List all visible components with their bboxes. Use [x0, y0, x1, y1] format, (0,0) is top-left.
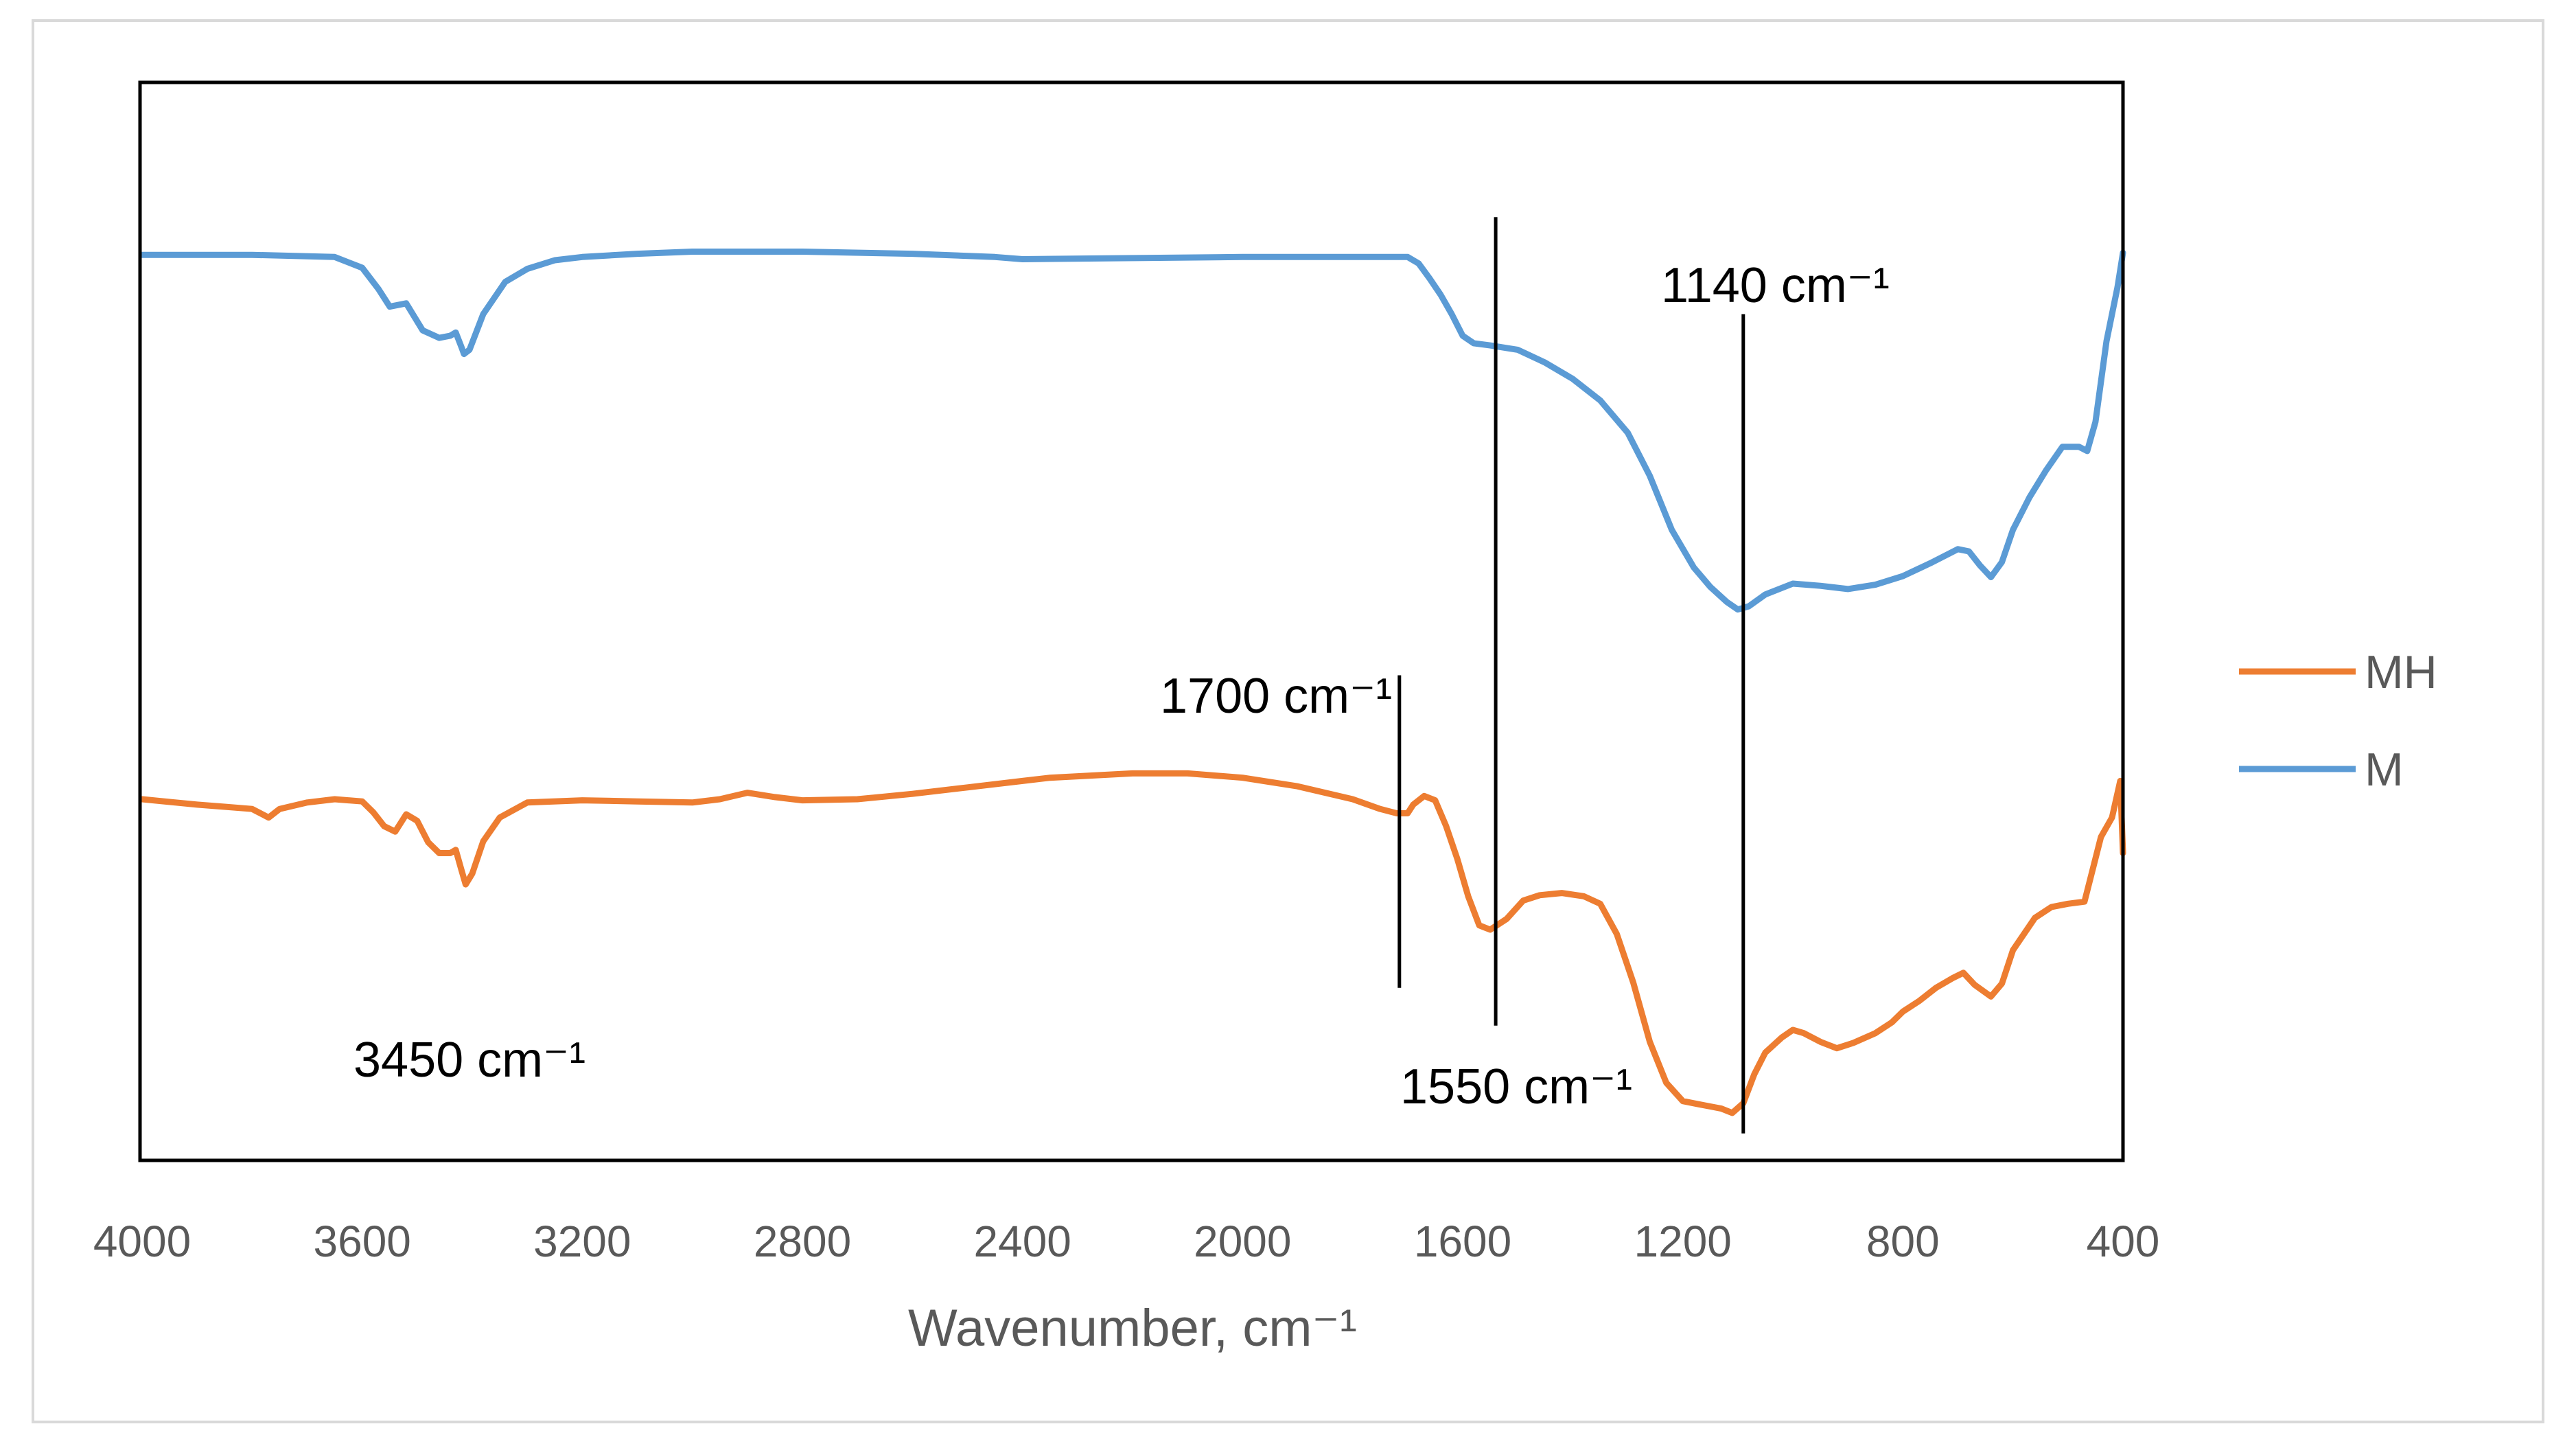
- annotation-label-1550: 1550 cm⁻¹: [1400, 1059, 1632, 1114]
- annotation-label-1140: 1140 cm⁻¹: [1661, 258, 1890, 313]
- series-line-mh: [139, 770, 2126, 1116]
- annotation-label-1700: 1700 cm⁻¹: [1160, 669, 1392, 724]
- plot-area: [139, 249, 2126, 1116]
- x-tick-label-2000: 2000: [1194, 1217, 1291, 1266]
- x-tick-label-4000: 4000: [93, 1217, 191, 1266]
- legend-label-mh: MH: [2365, 646, 2437, 698]
- legend-label-m: M: [2365, 744, 2404, 796]
- x-tick-label-1200: 1200: [1634, 1217, 1732, 1266]
- plot-frame: [138, 80, 2125, 1162]
- x-axis-title: Wavenumber, cm⁻¹: [908, 1299, 1357, 1357]
- series-line-m: [139, 249, 2126, 613]
- x-tick-label-3200: 3200: [533, 1217, 631, 1266]
- x-tick-label-3600: 3600: [314, 1217, 411, 1266]
- legend: MH M: [2239, 646, 2437, 796]
- x-axis: 4000 3600 3200 2800 2400 2000 1600 1200 800 400: [93, 1217, 2160, 1266]
- x-tick-label-2400: 2400: [974, 1217, 1071, 1266]
- x-tick-label-400: 400: [2087, 1217, 2160, 1266]
- annotation-label-3450: 3450 cm⁻¹: [353, 1033, 585, 1088]
- chart-outer-border: [32, 19, 2544, 1423]
- annotation-layer: 1140 cm⁻¹ 1700 cm⁻¹ 1550 cm⁻¹ 3450 cm⁻¹: [353, 217, 1890, 1134]
- x-tick-label-800: 800: [1866, 1217, 1940, 1266]
- x-tick-label-1600: 1600: [1414, 1217, 1511, 1266]
- x-tick-label-2800: 2800: [754, 1217, 851, 1266]
